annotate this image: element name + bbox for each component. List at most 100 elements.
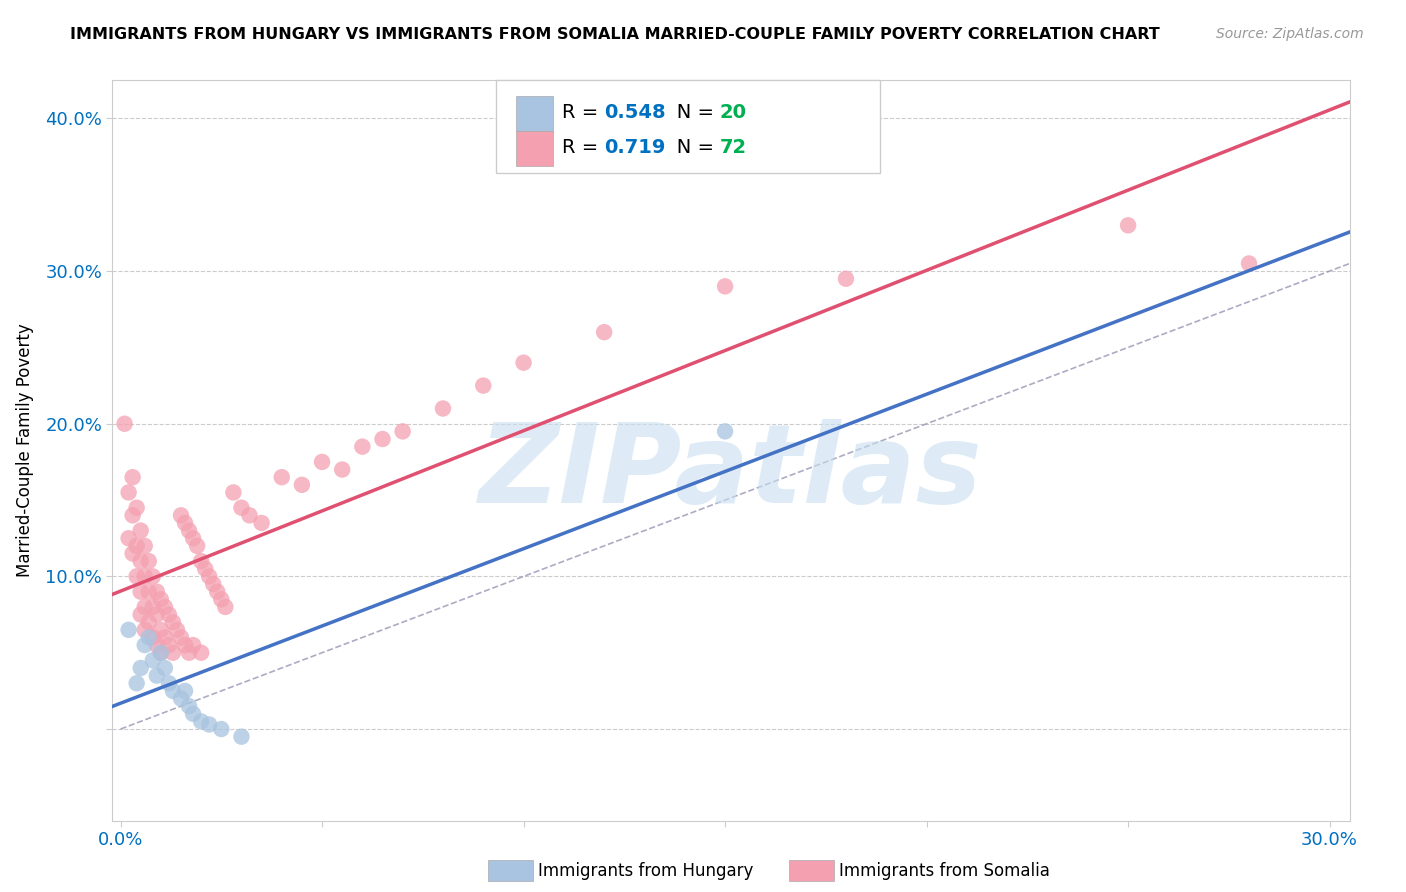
Point: [270, 470, 292, 484]
Text: ZIPatlas: ZIPatlas: [479, 419, 983, 526]
Point: [129, 584, 152, 599]
Point: [170, 631, 193, 645]
Point: [138, 615, 160, 630]
Text: R =: R =: [561, 138, 605, 157]
Point: [146, 668, 169, 682]
Point: [432, 401, 454, 416]
Point: [142, 631, 165, 645]
Point: [125, 500, 148, 515]
Point: [714, 425, 737, 439]
Text: N =: N =: [658, 138, 720, 157]
Point: [202, 577, 225, 591]
Point: [181, 531, 204, 545]
Point: [177, 646, 200, 660]
Point: [149, 623, 172, 637]
Point: [472, 378, 495, 392]
Point: [174, 516, 197, 530]
Text: 72: 72: [720, 138, 747, 157]
Point: [198, 569, 221, 583]
Point: [593, 325, 616, 339]
Text: Immigrants from Hungary: Immigrants from Hungary: [538, 862, 754, 880]
Point: [174, 684, 197, 698]
Point: [125, 676, 148, 690]
Text: R =: R =: [561, 103, 605, 121]
Point: [121, 470, 143, 484]
Point: [129, 554, 152, 568]
Point: [1116, 219, 1139, 233]
Point: [214, 599, 236, 614]
Point: [149, 592, 172, 607]
Point: [714, 279, 737, 293]
Point: [129, 524, 152, 538]
Point: [121, 508, 143, 523]
Point: [138, 631, 160, 645]
Point: [134, 638, 156, 652]
Text: N =: N =: [658, 103, 720, 121]
Point: [125, 569, 148, 583]
Point: [222, 485, 245, 500]
Point: [190, 714, 212, 729]
Point: [231, 500, 253, 515]
Point: [209, 722, 232, 736]
Point: [149, 646, 172, 660]
Point: [250, 516, 273, 530]
Point: [134, 539, 156, 553]
Point: [162, 615, 184, 630]
Text: 20: 20: [720, 103, 747, 121]
Point: [207, 584, 229, 599]
Point: [142, 569, 165, 583]
Point: [134, 623, 156, 637]
Point: [166, 623, 188, 637]
Point: [209, 592, 232, 607]
Point: [146, 638, 169, 652]
Point: [174, 638, 197, 652]
Point: [291, 478, 314, 492]
Point: [391, 425, 413, 439]
Point: [177, 524, 200, 538]
Point: [146, 607, 169, 622]
Point: [149, 646, 172, 660]
Y-axis label: Married-Couple Family Poverty: Married-Couple Family Poverty: [15, 324, 34, 577]
Point: [162, 646, 184, 660]
Point: [157, 607, 180, 622]
Point: [153, 631, 176, 645]
Point: [231, 730, 253, 744]
Point: [190, 646, 212, 660]
Point: [177, 699, 200, 714]
Point: [162, 684, 184, 698]
Point: [117, 485, 139, 500]
Point: [117, 623, 139, 637]
Point: [1237, 256, 1260, 270]
Point: [134, 599, 156, 614]
Point: [142, 599, 165, 614]
Point: [157, 676, 180, 690]
Point: [186, 539, 208, 553]
Point: [330, 462, 353, 476]
Point: [352, 440, 374, 454]
Text: IMMIGRANTS FROM HUNGARY VS IMMIGRANTS FROM SOMALIA MARRIED-COUPLE FAMILY POVERTY: IMMIGRANTS FROM HUNGARY VS IMMIGRANTS FR…: [70, 27, 1160, 42]
Point: [181, 706, 204, 721]
FancyBboxPatch shape: [516, 95, 553, 130]
FancyBboxPatch shape: [516, 131, 553, 166]
Point: [835, 271, 858, 285]
Point: [194, 562, 217, 576]
Point: [512, 356, 534, 370]
Point: [117, 531, 139, 545]
Point: [114, 417, 136, 431]
Point: [129, 607, 152, 622]
Point: [138, 584, 160, 599]
FancyBboxPatch shape: [496, 80, 880, 173]
Point: [311, 455, 333, 469]
Point: [138, 554, 160, 568]
Point: [153, 661, 176, 675]
Point: [142, 653, 165, 667]
Point: [198, 717, 221, 731]
Point: [170, 508, 193, 523]
Text: Immigrants from Somalia: Immigrants from Somalia: [839, 862, 1050, 880]
Point: [157, 638, 180, 652]
Point: [153, 599, 176, 614]
Point: [181, 638, 204, 652]
Point: [170, 691, 193, 706]
Point: [129, 661, 152, 675]
Text: 0.548: 0.548: [603, 103, 665, 121]
